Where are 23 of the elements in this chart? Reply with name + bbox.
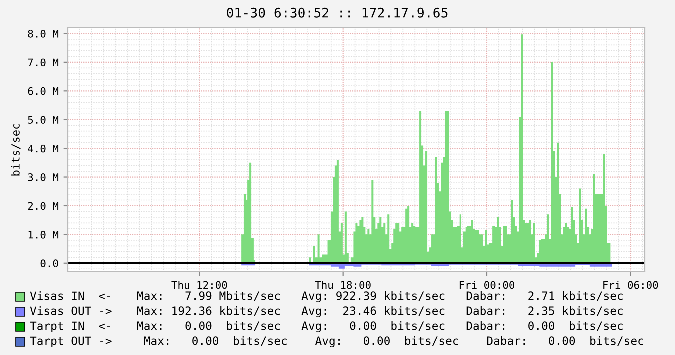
legend-label: Tarpt OUT -> [30, 336, 112, 348]
y-tick-label: 0.0 [40, 260, 58, 268]
y-tick-label: 6.0 M [28, 87, 59, 96]
y-tick-label: 7.0 M [28, 58, 59, 67]
x-tick-label: Thu 18:00 [315, 281, 371, 290]
y-tick-label: 2.0 M [28, 202, 59, 210]
text: Max: 192.36 kbits/sec Avg: 23.46 kbits/sec Dabar: 2.35 kbits/sec [137, 306, 623, 318]
x-tick-label: Thu 12:00 [172, 281, 228, 290]
x-tick-label: Fri 06:00 [604, 281, 658, 290]
text: Max: 0.00 bits/sec Avg: 0.00 bits/sec Dabar: 0.00 bits/sec [137, 321, 623, 333]
legend-label: Visas IN <- [30, 292, 110, 300]
y-axis-title: bits/sec [11, 124, 21, 176]
text: Max: 0.00 bits/sec Avg: 0.00 bits/sec Dabar: 0.00 bits/sec [144, 336, 644, 348]
y-tick-label: 4.0 M [28, 144, 59, 153]
legend-label: Visas OUT -> [30, 306, 112, 316]
x-tick-label: Fri 00:00 [460, 281, 515, 290]
legend-label: Tarpt IN <- [30, 322, 110, 333]
chart-title: 01-30 6:30:52 :: 172.17.9.65 [227, 8, 448, 18]
y-tick-label: 8.0 M [28, 30, 59, 38]
y-tick-label: 1.0 M [28, 230, 59, 239]
y-tick-label: 3.0 M [28, 174, 59, 182]
text: Max: 7.99 Mbits/sec Avg: 922.39 kbits/sec Dabar: 2.71 kbits/sec [137, 291, 623, 303]
y-tick-label: 5.0 M [28, 116, 59, 124]
